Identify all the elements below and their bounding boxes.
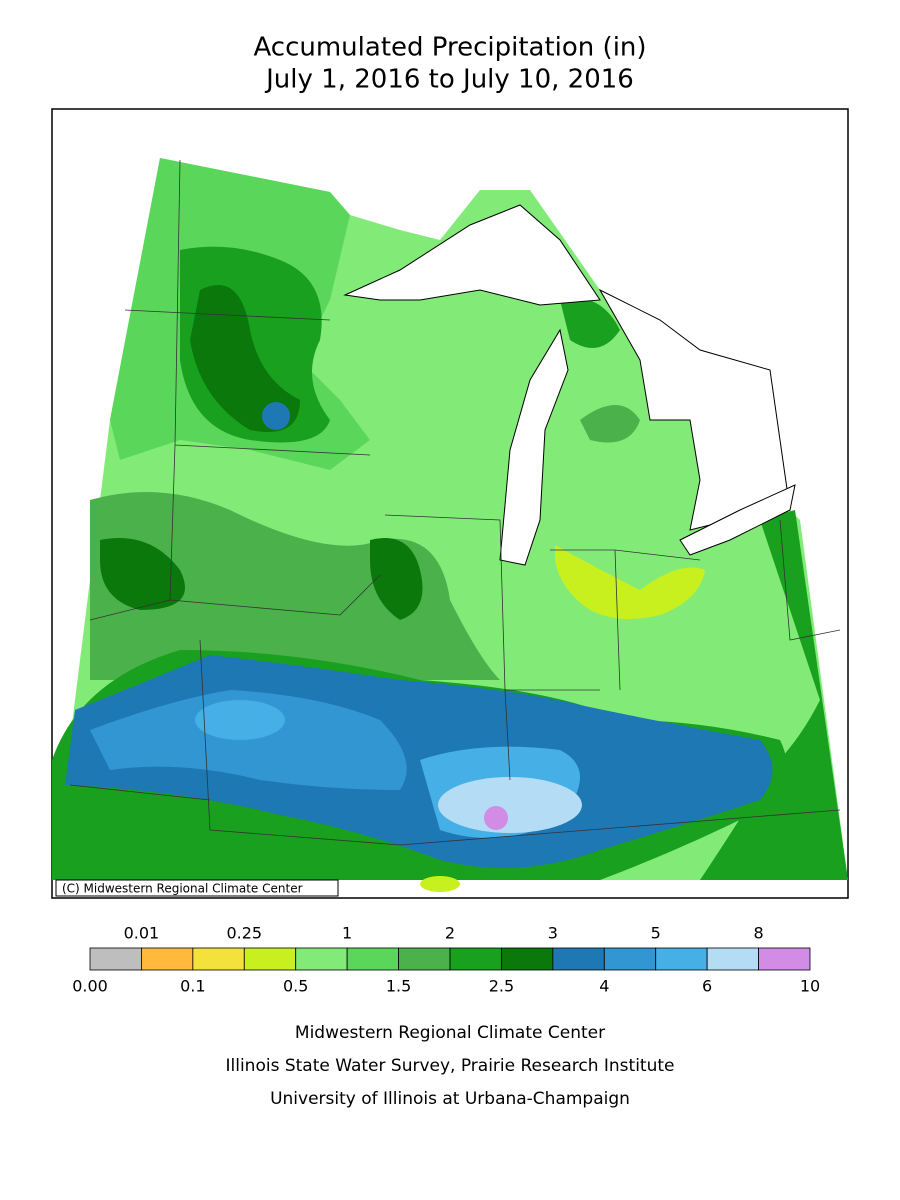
precip-region (90, 690, 407, 790)
legend-label: 5 (651, 924, 661, 943)
legend-label: 1.5 (386, 977, 411, 996)
lake (343, 204, 601, 306)
precip-region (580, 405, 640, 443)
precip-region (100, 538, 185, 610)
precip-region (560, 298, 620, 348)
legend-swatch (501, 947, 554, 971)
legend-label: 6 (702, 977, 712, 996)
legend-label: 2 (445, 924, 455, 943)
map: (C) Midwestern Regional Climate Center (51, 108, 849, 899)
legend-label: 0.1 (180, 977, 205, 996)
legend-label: 0.5 (283, 977, 308, 996)
legend-swatch (295, 947, 348, 971)
precip-region (700, 510, 848, 880)
state-borders (69, 159, 841, 846)
legend-label: 0.01 (124, 924, 160, 943)
precip-region (370, 538, 423, 620)
copyright: (C) Midwestern Regional Climate Center (62, 882, 303, 896)
precip-region (420, 876, 460, 892)
legend-swatch (192, 947, 245, 971)
legend-label: 4 (599, 977, 609, 996)
legend-label: 3 (548, 924, 558, 943)
legend-label: 0.25 (226, 924, 262, 943)
legend-swatch (346, 947, 399, 971)
precip-region (90, 492, 500, 680)
precip-region (190, 285, 300, 432)
legend-swatch (758, 947, 811, 971)
legend-swatch (141, 947, 194, 971)
legend-swatch (603, 947, 657, 971)
legend-swatch (243, 947, 297, 971)
legend-swatch (89, 947, 142, 971)
legend-label: 8 (753, 924, 763, 943)
precip-region (262, 402, 290, 430)
precip-region (438, 777, 582, 833)
footer-line: University of Illinois at Urbana-Champai… (270, 1089, 630, 1109)
footer-line: Illinois State Water Survey, Prairie Res… (226, 1056, 675, 1076)
footer-line: Midwestern Regional Climate Center (295, 1023, 605, 1043)
precip-region (484, 806, 508, 830)
legend-swatch (398, 947, 451, 971)
copyright-box (55, 879, 339, 897)
legend-label: 10 (800, 977, 820, 996)
legend-swatch (655, 947, 708, 971)
precip-region (195, 700, 285, 740)
legend-label: 2.5 (489, 977, 514, 996)
legend-label: 1 (342, 924, 352, 943)
legend: 0.00 0.01 0.1 0.25 0.5 1 1.5 2 2.5 3 4 5 6 8 10 (72, 924, 820, 996)
legend-swatch (706, 947, 759, 971)
lake (679, 484, 796, 556)
precip-region (555, 545, 705, 619)
legend-swatch (552, 947, 605, 971)
title-line: July 1, 2016 to July 10, 2016 (264, 65, 634, 95)
legend-swatch (449, 947, 502, 971)
lake (499, 328, 569, 566)
legend-label: 0.00 (72, 977, 108, 996)
title-line: Accumulated Precipitation (in) (253, 33, 646, 63)
